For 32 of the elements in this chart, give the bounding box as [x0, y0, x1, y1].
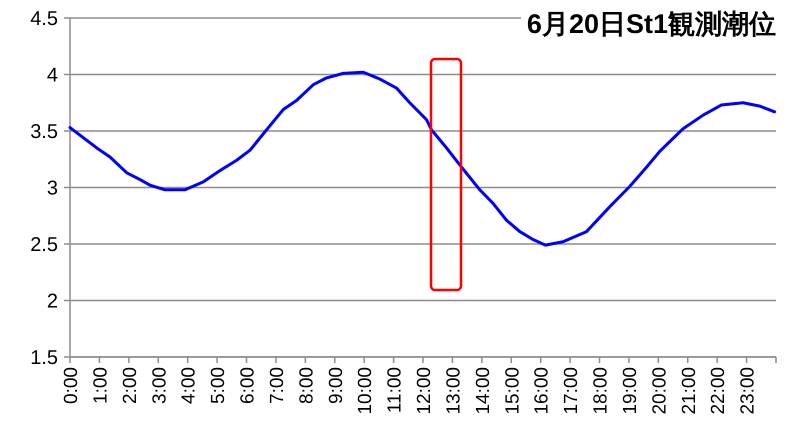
x-tick-label: 16:00 — [532, 367, 553, 415]
x-tick-label: 0:00 — [61, 367, 82, 404]
chart-title: 6月20日St1観測潮位 — [526, 9, 776, 39]
x-tick-label: 23:00 — [738, 367, 759, 415]
y-tick-label: 3 — [46, 178, 58, 200]
y-tick-label: 4.5 — [30, 8, 58, 30]
x-tick-label: 20:00 — [649, 367, 670, 415]
x-tick-label: 9:00 — [326, 367, 347, 404]
x-tick-label: 1:00 — [90, 367, 112, 404]
x-tick-label: 18:00 — [590, 367, 612, 415]
x-tick-label: 6:00 — [238, 367, 258, 404]
x-tick-label: 12:00 — [414, 367, 435, 415]
x-tick-label: 14:00 — [472, 367, 494, 415]
y-tick-label: 2.5 — [30, 234, 58, 256]
x-tick-label: 13:00 — [443, 367, 464, 415]
y-tick-label: 4 — [46, 64, 58, 86]
y-tick-label: 1.5 — [30, 347, 58, 369]
x-tick-label: 8:00 — [296, 367, 318, 404]
x-tick-label: 5:00 — [208, 367, 230, 404]
x-tick-label: 2:00 — [120, 367, 141, 404]
x-tick-label: 17:00 — [561, 367, 582, 415]
x-tick-label: 21:00 — [678, 367, 700, 415]
x-tick-label: 7:00 — [266, 367, 288, 404]
x-tick-label: 15:00 — [502, 367, 524, 415]
x-tick-label: 11:00 — [384, 367, 406, 414]
y-tick-label: 3.5 — [30, 121, 58, 143]
y-tick-label: 2 — [46, 290, 58, 312]
x-tick-label: 19:00 — [620, 367, 641, 415]
x-tick-label: 3:00 — [149, 367, 170, 404]
x-tick-label: 10:00 — [355, 367, 376, 415]
x-tick-label: 4:00 — [178, 367, 200, 404]
x-tick-label: 22:00 — [708, 367, 730, 415]
